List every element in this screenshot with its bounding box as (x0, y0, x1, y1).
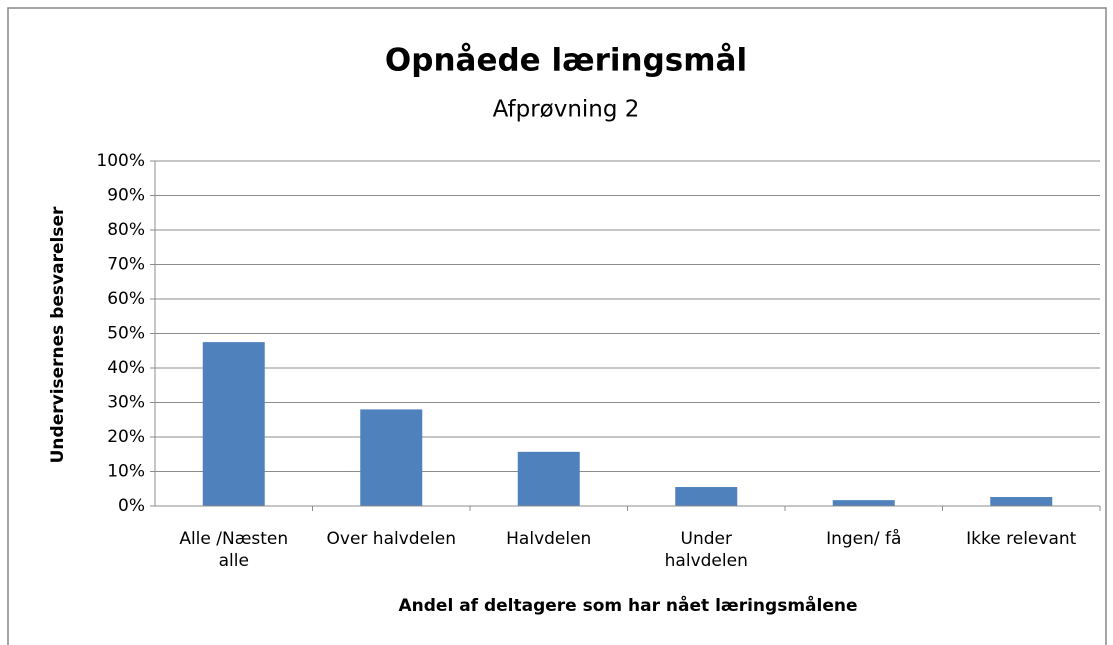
y-tick-label: 40% (107, 358, 145, 378)
y-tick-label: 20% (107, 427, 145, 447)
y-tick-label: 90% (107, 186, 145, 206)
chart-border (7, 7, 1107, 645)
bar (675, 487, 738, 506)
bar (832, 500, 895, 506)
x-tick-label: Alle /Næsten alle (179, 529, 289, 571)
y-tick-label: 30% (107, 393, 145, 413)
chart-title: Opnåede læringsmål (385, 43, 747, 79)
y-tick-label: 10% (107, 462, 145, 482)
x-tick-label: Halvdelen (506, 529, 592, 549)
x-tick-label: Ikke relevant (966, 529, 1077, 549)
x-axis-label: Andel af deltagere som har nået læringsm… (398, 594, 857, 616)
bar (990, 497, 1053, 506)
y-tick-label: 70% (107, 255, 145, 275)
x-tick-label: Under halvdelen (664, 529, 748, 571)
y-tick-label: 60% (107, 289, 145, 309)
y-tick-label: 50% (107, 324, 145, 344)
chart-subtitle: Afprøvning 2 (493, 97, 640, 123)
bar (517, 451, 580, 506)
bar (360, 409, 423, 506)
x-tick-label: Over halvdelen (326, 529, 456, 549)
y-tick-label: 0% (118, 496, 145, 516)
y-axis-label: Undervisernes besvarelser (48, 206, 68, 463)
y-tick-label: 100% (96, 151, 145, 171)
y-tick-label: 80% (107, 220, 145, 240)
bar (202, 342, 265, 506)
x-tick-label: Ingen/ få (826, 529, 902, 549)
